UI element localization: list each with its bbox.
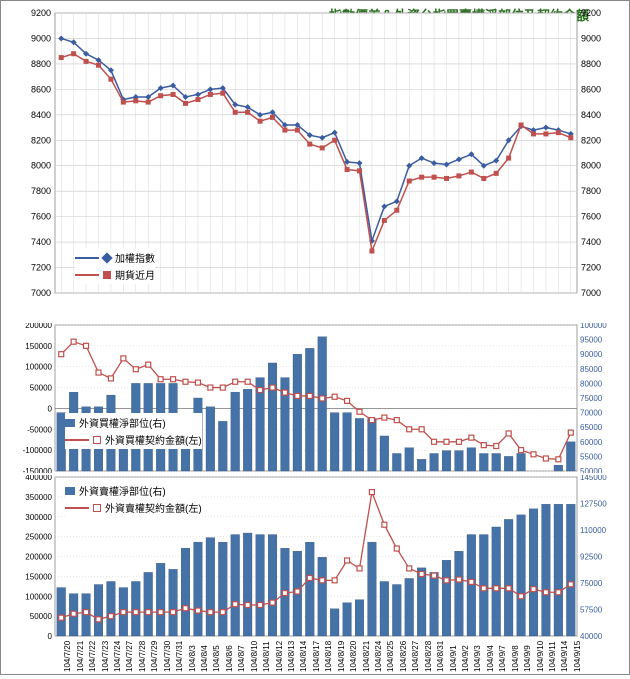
chart1-legend: 加權指數 期貨近月: [75, 248, 155, 284]
svg-text:95000: 95000: [580, 336, 603, 345]
svg-text:250000: 250000: [25, 533, 52, 542]
svg-text:100000: 100000: [25, 363, 52, 372]
svg-text:50000: 50000: [30, 612, 53, 621]
x-axis-labels: 104/7/20104/7/21104/7/22104/7/23104/7/24…: [5, 636, 625, 674]
svg-text:57500: 57500: [580, 606, 603, 615]
svg-text:8200: 8200: [581, 135, 601, 145]
svg-text:-100000: -100000: [23, 446, 53, 455]
legend-item-put-position: 外資賣權淨部位(右): [65, 483, 202, 498]
svg-text:8000: 8000: [581, 161, 601, 171]
svg-text:7200: 7200: [31, 263, 51, 273]
bar-icon: [65, 487, 75, 495]
svg-text:8400: 8400: [31, 110, 51, 120]
svg-text:150000: 150000: [25, 342, 52, 351]
svg-text:7800: 7800: [581, 186, 601, 196]
svg-text:9000: 9000: [581, 33, 601, 43]
bar-icon: [65, 419, 75, 427]
svg-text:7600: 7600: [581, 212, 601, 222]
svg-text:7400: 7400: [581, 237, 601, 247]
svg-text:7600: 7600: [31, 212, 51, 222]
panel-price-diff: 7000 7000 7200 7200 7400 7400 7600 7600 7800 7800…: [5, 3, 625, 321]
diamond-icon: [101, 252, 112, 263]
legend-item-futures: 期貨近月: [75, 267, 155, 282]
svg-text:60000: 60000: [580, 438, 603, 447]
svg-text:400000: 400000: [25, 475, 52, 482]
svg-text:-150000: -150000: [23, 467, 53, 473]
svg-text:92500: 92500: [580, 553, 603, 562]
svg-text:8800: 8800: [31, 59, 51, 69]
svg-text:55000: 55000: [580, 452, 603, 461]
svg-text:200000: 200000: [25, 553, 52, 562]
legend-label: 外資買權契約金額(左): [105, 432, 202, 447]
legend-item-index: 加權指數: [75, 250, 155, 265]
legend-label: 外資賣權淨部位(右): [79, 483, 166, 498]
svg-text:65000: 65000: [580, 423, 603, 432]
svg-text:70000: 70000: [580, 409, 603, 418]
svg-text:9200: 9200: [31, 8, 51, 18]
svg-text:8600: 8600: [31, 84, 51, 94]
svg-text:75000: 75000: [580, 579, 603, 588]
svg-text:85000: 85000: [580, 365, 603, 374]
chart2-legend: 外資買權淨部位(右) 外資買權契約金額(左): [65, 413, 202, 449]
legend-label: 外資買權淨部位(右): [79, 415, 166, 430]
svg-text:100000: 100000: [580, 323, 607, 330]
legend-item-put-amount: 外資賣權契約金額(左): [65, 500, 202, 515]
panel-call-options: -150000 -100000 -50000 0 50000 100000 150000 20…: [5, 323, 625, 473]
svg-text:-50000: -50000: [27, 425, 52, 434]
svg-text:8600: 8600: [581, 84, 601, 94]
svg-text:8200: 8200: [31, 135, 51, 145]
svg-text:80000: 80000: [580, 379, 603, 388]
svg-text:50000: 50000: [30, 384, 53, 393]
svg-text:7400: 7400: [31, 237, 51, 247]
chart3-legend: 外資賣權淨部位(右) 外資賣權契約金額(左): [65, 481, 202, 517]
svg-text:50000: 50000: [580, 467, 603, 473]
legend-label: 外資賣權契約金額(左): [105, 500, 202, 515]
legend-label: 期貨近月: [115, 267, 155, 282]
svg-text:127500: 127500: [580, 500, 607, 509]
chart2-svg: -150000 -100000 -50000 0 50000 100000 150000 20…: [5, 323, 627, 473]
svg-text:7000: 7000: [581, 288, 601, 298]
svg-text:350000: 350000: [25, 493, 52, 502]
square-icon: [103, 271, 111, 279]
svg-text:110000: 110000: [580, 526, 607, 535]
svg-text:100000: 100000: [25, 592, 52, 601]
svg-text:7800: 7800: [31, 186, 51, 196]
svg-text:8800: 8800: [581, 59, 601, 69]
svg-text:9200: 9200: [581, 8, 601, 18]
square-hollow-icon: [93, 436, 101, 444]
svg-text:300000: 300000: [25, 513, 52, 522]
svg-text:7000: 7000: [31, 288, 51, 298]
svg-text:8000: 8000: [31, 161, 51, 171]
legend-label: 加權指數: [115, 250, 155, 265]
svg-text:75000: 75000: [580, 394, 603, 403]
legend-item-call-position: 外資買權淨部位(右): [65, 415, 202, 430]
square-hollow-icon: [93, 504, 101, 512]
panel-put-options: 0500001000001500002000002500003000003500…: [5, 475, 625, 674]
svg-text:7200: 7200: [581, 263, 601, 273]
legend-item-call-amount: 外資買權契約金額(左): [65, 432, 202, 447]
svg-text:145000: 145000: [580, 475, 607, 482]
svg-text:8400: 8400: [581, 110, 601, 120]
svg-text:150000: 150000: [25, 572, 52, 581]
svg-text:200000: 200000: [25, 323, 52, 330]
chart-frame: 指數價差＆外資台指買賣權淨部位及契約金額 7000700072007200740…: [0, 0, 630, 675]
svg-text:9000: 9000: [31, 33, 51, 43]
svg-text:90000: 90000: [580, 350, 603, 359]
svg-text:0: 0: [48, 404, 53, 413]
